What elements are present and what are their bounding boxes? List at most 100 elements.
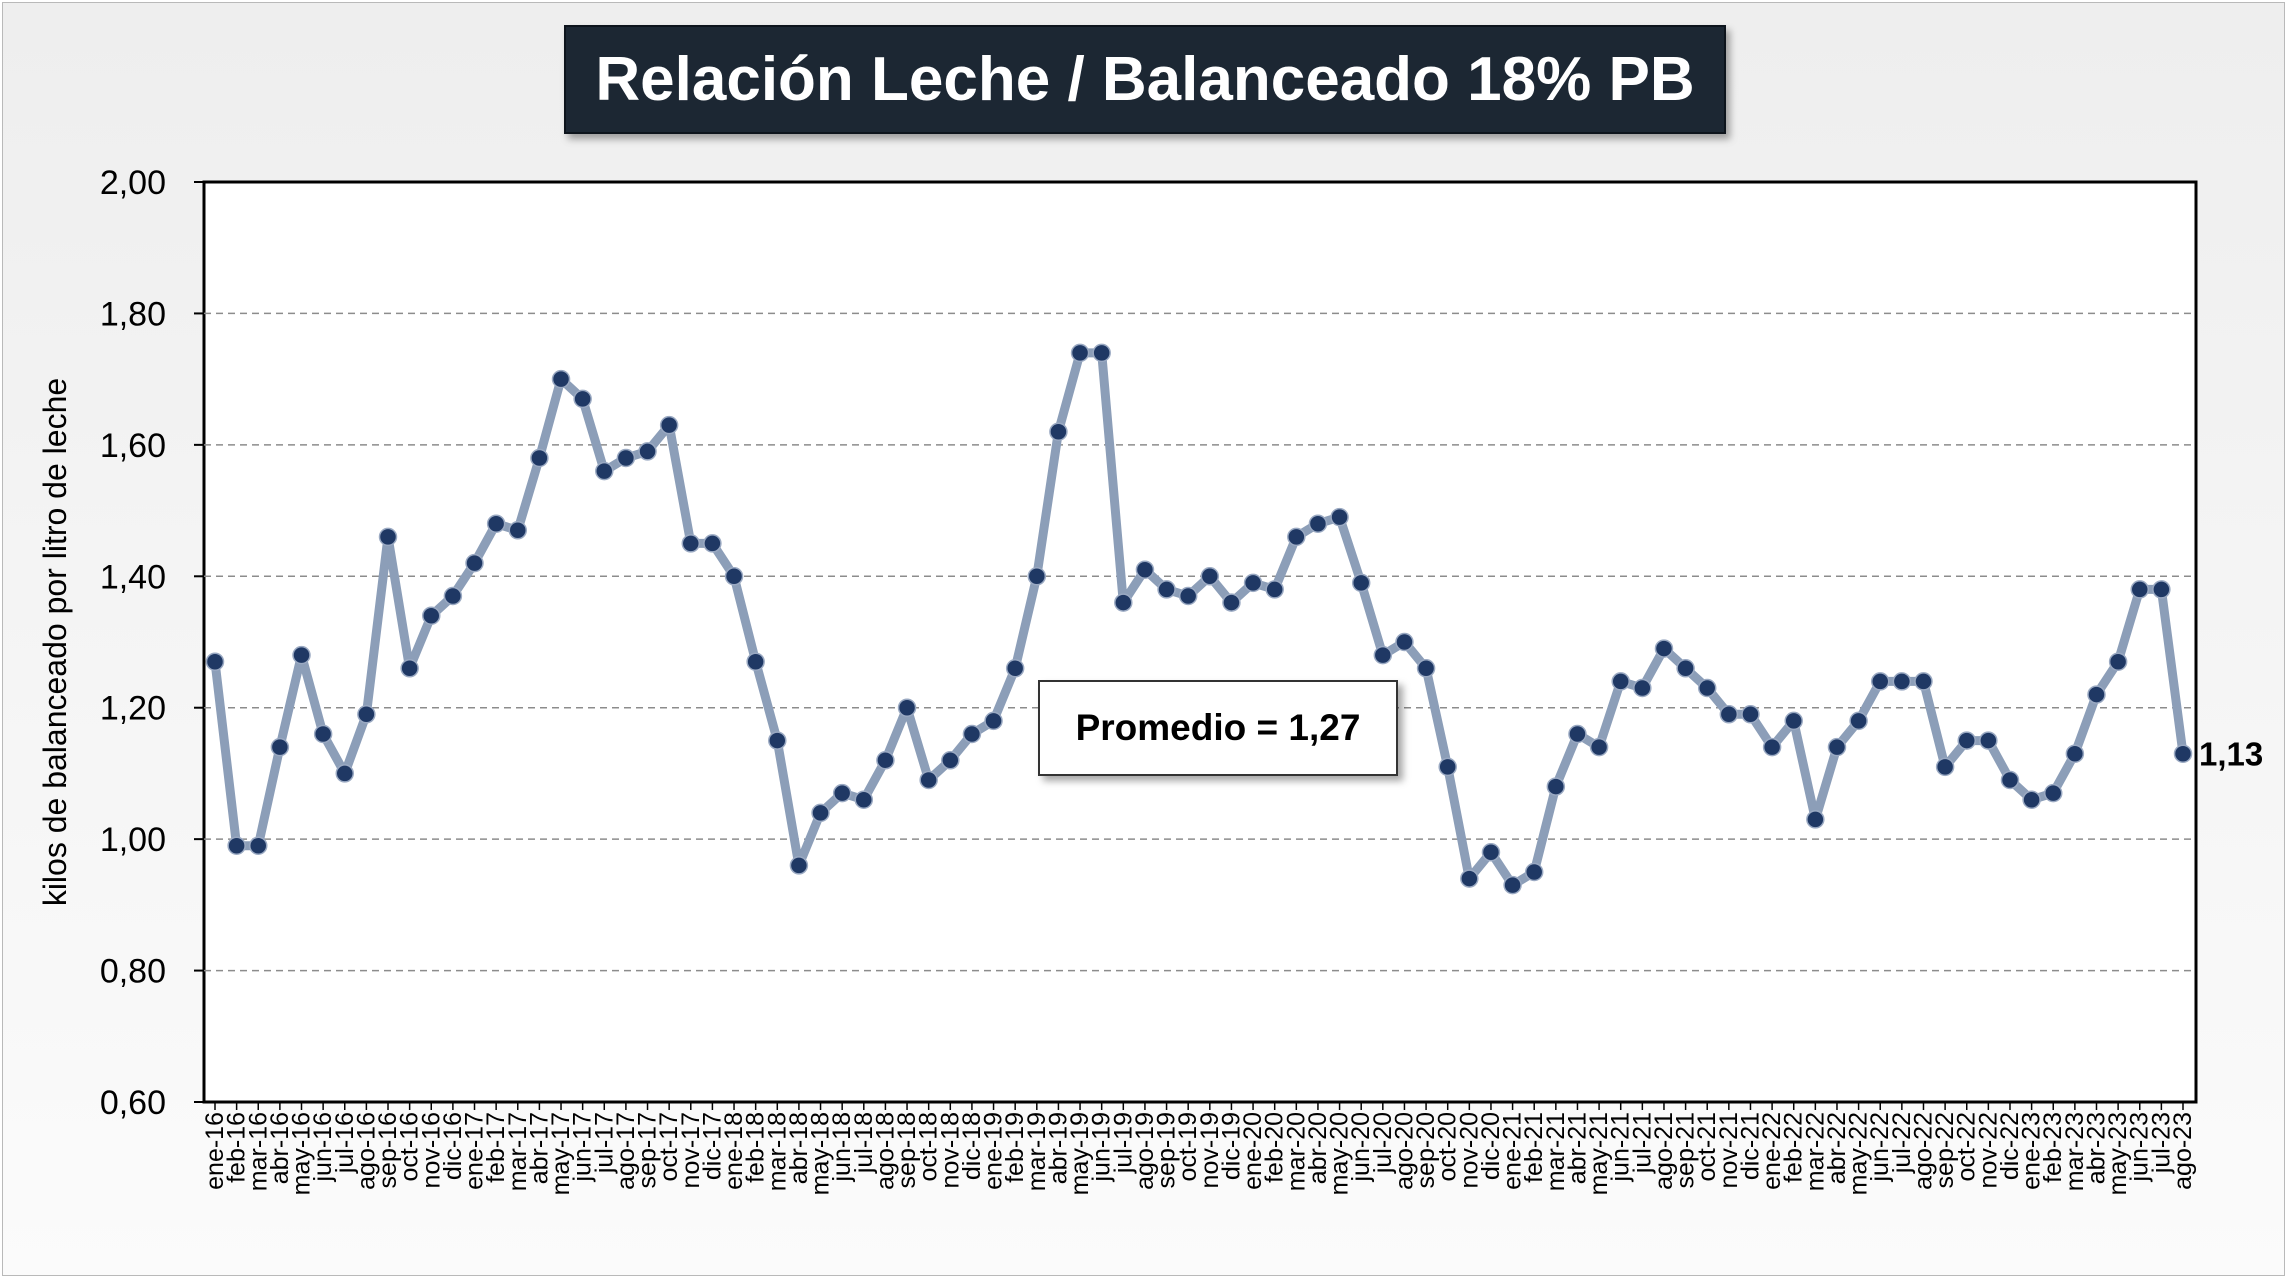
x-tick-label: sep-19: [1153, 1112, 1181, 1188]
x-tick-label: may-20: [1326, 1112, 1354, 1195]
x-tick-label: oct-22: [1953, 1112, 1981, 1181]
data-point: [573, 389, 592, 409]
x-tick-label: feb-20: [1261, 1112, 1289, 1183]
x-tick-label: jun-16: [309, 1112, 337, 1183]
data-point: [768, 731, 787, 750]
data-point: [1092, 343, 1111, 363]
data-point: [854, 790, 874, 809]
x-tick-label: nov-22: [1974, 1112, 2002, 1188]
data-point: [746, 652, 765, 671]
x-tick-label: abr-20: [1304, 1112, 1332, 1184]
chart-title: Relación Leche / Balanceado 18% PB: [564, 25, 1726, 134]
data-point: [941, 751, 960, 770]
x-tick-label: sep-21: [1672, 1112, 1700, 1188]
data-point: [1265, 580, 1284, 599]
data-point: [1870, 672, 1890, 691]
x-tick-label: oct-17: [655, 1112, 683, 1181]
data-point: [1914, 672, 1933, 691]
x-axis-ticks: ene-16feb-16mar-16abr-16may-16jun-16jul-…: [201, 1102, 2197, 1195]
data-point: [1935, 757, 1955, 777]
y-tick-label: 1,60: [100, 427, 166, 465]
data-point: [205, 652, 225, 671]
data-point: [270, 737, 290, 757]
data-point: [335, 764, 355, 783]
x-tick-label: mar-20: [1282, 1112, 1310, 1191]
data-point: [2087, 685, 2106, 704]
data-point: [1957, 731, 1976, 750]
x-tick-label: feb-19: [1001, 1112, 1029, 1183]
data-point: [1654, 639, 1674, 658]
average-annotation: Promedio = 1,27: [1038, 680, 1398, 776]
x-tick-label: oct-18: [915, 1112, 943, 1181]
y-tick-label: 1,20: [100, 690, 166, 728]
data-point: [659, 415, 679, 435]
data-point: [1503, 875, 1522, 895]
data-point: [486, 514, 506, 533]
plot-area: [202, 180, 2198, 1104]
data-point: [681, 534, 701, 553]
x-tick-label: jul-18: [850, 1112, 878, 1174]
data-point: [292, 645, 311, 665]
x-tick-label: jul-21: [1628, 1112, 1656, 1174]
x-tick-label: abr-16: [266, 1112, 294, 1184]
x-tick-label: mar-18: [763, 1112, 791, 1191]
data-point: [876, 751, 895, 770]
data-point: [2173, 744, 2193, 763]
x-tick-label: ene-23: [2018, 1112, 2046, 1190]
data-point: [249, 836, 268, 855]
x-tick-label: feb-17: [482, 1112, 510, 1183]
x-tick-label: mar-16: [244, 1112, 272, 1191]
data-point: [832, 783, 852, 803]
data-point: [2022, 790, 2041, 809]
x-tick-label: jul-16: [331, 1112, 359, 1174]
x-tick-label: oct-16: [396, 1112, 424, 1181]
x-tick-label: may-18: [807, 1112, 835, 1195]
y-tick-label: 0,60: [100, 1084, 166, 1122]
x-tick-label: may-17: [547, 1112, 575, 1195]
data-point: [1741, 705, 1760, 724]
data-point: [1049, 422, 1068, 441]
data-point: [1395, 632, 1414, 652]
x-tick-label: oct-20: [1434, 1112, 1462, 1181]
data-point: [1135, 560, 1155, 579]
x-tick-label: abr-17: [525, 1112, 553, 1184]
data-point: [313, 724, 333, 744]
x-tick-label: feb-18: [742, 1112, 770, 1183]
data-point: [1200, 567, 1220, 586]
x-tick-label: jul-20: [1369, 1112, 1397, 1174]
data-point: [962, 724, 982, 744]
x-tick-label: jun-17: [569, 1112, 597, 1183]
x-tick-label: ene-22: [1758, 1112, 1786, 1190]
data-point: [443, 586, 463, 606]
x-tick-label: ago-23: [2169, 1112, 2197, 1190]
data-point: [357, 705, 376, 724]
x-tick-label: jul-22: [1888, 1112, 1916, 1174]
x-tick-label: sep-22: [1931, 1112, 1959, 1188]
x-tick-label: ene-21: [1499, 1112, 1527, 1190]
x-tick-label: may-16: [288, 1112, 316, 1195]
data-point: [1027, 567, 1047, 586]
data-point: [1351, 573, 1371, 593]
data-point: [724, 567, 744, 586]
x-tick-label: oct-19: [1174, 1112, 1202, 1181]
data-point: [378, 527, 398, 547]
x-tick-label: dic-16: [439, 1112, 467, 1180]
x-tick-label: nov-16: [417, 1112, 445, 1188]
data-point: [703, 534, 722, 553]
data-point: [1243, 573, 1263, 593]
data-point: [1373, 645, 1393, 665]
data-point: [227, 836, 246, 855]
data-point: [616, 448, 636, 468]
x-tick-label: jun-19: [1088, 1112, 1116, 1183]
data-point: [811, 803, 830, 823]
x-tick-label: ago-17: [612, 1112, 640, 1190]
x-tick-label: jun-20: [1347, 1112, 1375, 1183]
data-point: [1438, 757, 1457, 777]
data-point: [1460, 869, 1479, 888]
data-point: [595, 461, 614, 481]
x-tick-label: ene-18: [720, 1112, 748, 1190]
data-point: [919, 770, 938, 790]
x-tick-label: may-21: [1585, 1112, 1613, 1195]
y-axis-ticks: 0,60 0,80 1,00 1,20 1,40 1,60 1,80 2,00: [100, 164, 204, 1122]
